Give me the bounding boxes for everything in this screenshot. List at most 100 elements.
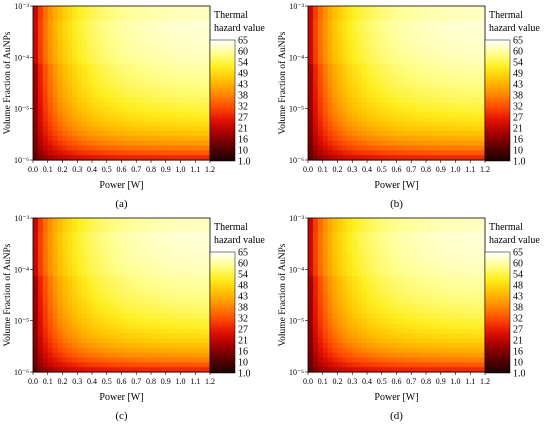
- heatmap-cell: [362, 343, 368, 349]
- heatmap-cell: [480, 25, 486, 31]
- heatmap-cell: [200, 299, 206, 306]
- heatmap-cell: [185, 102, 191, 108]
- heatmap-cell: [136, 150, 142, 156]
- heatmap-cell: [317, 63, 324, 70]
- heatmap-cell: [146, 237, 152, 243]
- heatmap-cell: [396, 338, 403, 344]
- heatmap-cell: [391, 328, 398, 335]
- heatmap-cell: [170, 10, 177, 17]
- heatmap-cell: [357, 92, 363, 99]
- heatmap-cell: [62, 251, 69, 258]
- heatmap-cell: [57, 58, 64, 65]
- heatmap-cell: [136, 30, 142, 36]
- heatmap-cell: [116, 333, 123, 339]
- heatmap-cell: [101, 218, 108, 224]
- heatmap-cell: [33, 275, 39, 282]
- heatmap-cell: [440, 107, 447, 113]
- heatmap-cell: [426, 343, 432, 349]
- heatmap-cell: [126, 25, 132, 31]
- heatmap-cell: [342, 285, 348, 291]
- heatmap-cell: [165, 285, 172, 291]
- heatmap-cell: [205, 232, 211, 238]
- heatmap-cell: [367, 256, 373, 262]
- heatmap-cell: [57, 78, 64, 84]
- heatmap-cell: [121, 126, 128, 132]
- heatmap-cell: [96, 145, 103, 151]
- heatmap-cell: [175, 352, 182, 359]
- heatmap-cell: [195, 295, 201, 301]
- heatmap-cell: [151, 352, 157, 359]
- heatmap-cell: [465, 343, 471, 349]
- heatmap-cell: [92, 145, 98, 151]
- heatmap-cell: [352, 111, 358, 118]
- heatmap-cell: [131, 319, 137, 325]
- heatmap-cell: [77, 367, 83, 373]
- heatmap-cell: [406, 362, 412, 368]
- heatmap-cell: [322, 20, 329, 26]
- x-tick-label: 0.3: [72, 165, 82, 174]
- heatmap-cell: [440, 34, 447, 41]
- heatmap-cell: [337, 367, 344, 373]
- heatmap-cell: [57, 107, 64, 113]
- heatmap-cell: [82, 107, 88, 113]
- heatmap-cell: [101, 25, 108, 31]
- heatmap-cell: [308, 121, 314, 127]
- heatmap-cell: [317, 49, 324, 55]
- heatmap-cell: [381, 92, 388, 99]
- heatmap-cell: [42, 304, 49, 311]
- heatmap-cell: [396, 25, 403, 31]
- heatmap-cell: [190, 20, 196, 26]
- heatmap-cell: [96, 323, 103, 330]
- heatmap-cell: [342, 73, 348, 79]
- heatmap-cell: [445, 102, 452, 108]
- heatmap-cell: [205, 34, 211, 41]
- heatmap-cell: [421, 352, 427, 359]
- heatmap-cell: [440, 121, 447, 127]
- heatmap-cell: [391, 126, 398, 132]
- heatmap-cell: [347, 150, 353, 156]
- heatmap-cell: [160, 246, 167, 253]
- heatmap-cell: [352, 6, 358, 12]
- heatmap-cell: [195, 126, 201, 132]
- heatmap-cell: [190, 357, 196, 363]
- heatmap-cell: [185, 237, 191, 243]
- heatmap-cell: [401, 299, 407, 306]
- heatmap-cell: [440, 323, 447, 330]
- heatmap-cell: [317, 218, 324, 224]
- heatmap-cell: [386, 34, 393, 41]
- heatmap-cell: [136, 83, 142, 89]
- heatmap-cell: [396, 39, 403, 46]
- heatmap-cell: [337, 285, 344, 291]
- heatmap-cell: [77, 251, 83, 258]
- heatmap-cell: [465, 97, 471, 103]
- heatmap-cell: [47, 34, 54, 41]
- heatmap-cell: [175, 343, 182, 349]
- heatmap-cell: [376, 131, 383, 137]
- heatmap-cell: [480, 328, 486, 335]
- heatmap-cell: [82, 73, 88, 79]
- heatmap-cell: [455, 121, 462, 127]
- heatmap-cell: [131, 92, 137, 99]
- heatmap-cell: [52, 304, 59, 311]
- heatmap-cell: [430, 145, 437, 151]
- heatmap-cells: [33, 6, 211, 161]
- heatmap-cell: [386, 352, 393, 359]
- heatmap-cell: [170, 242, 177, 248]
- heatmap-cell: [337, 328, 344, 335]
- heatmap-cell: [391, 63, 398, 70]
- heatmap-cell: [342, 280, 348, 286]
- heatmap-cell: [327, 30, 334, 36]
- heatmap-cell: [170, 357, 177, 363]
- heatmap-cell: [170, 20, 177, 26]
- heatmap-cell: [57, 121, 64, 127]
- heatmap-cell: [87, 25, 93, 31]
- heatmap-cell: [52, 83, 59, 89]
- heatmap-cell: [337, 256, 344, 262]
- heatmap-cell: [72, 63, 78, 70]
- heatmap-cell: [195, 314, 201, 320]
- heatmap-cell: [480, 20, 486, 26]
- heatmap-cell: [327, 299, 334, 306]
- heatmap-cell: [121, 232, 128, 238]
- heatmap-cell: [426, 44, 432, 50]
- heatmap-cell: [480, 319, 486, 325]
